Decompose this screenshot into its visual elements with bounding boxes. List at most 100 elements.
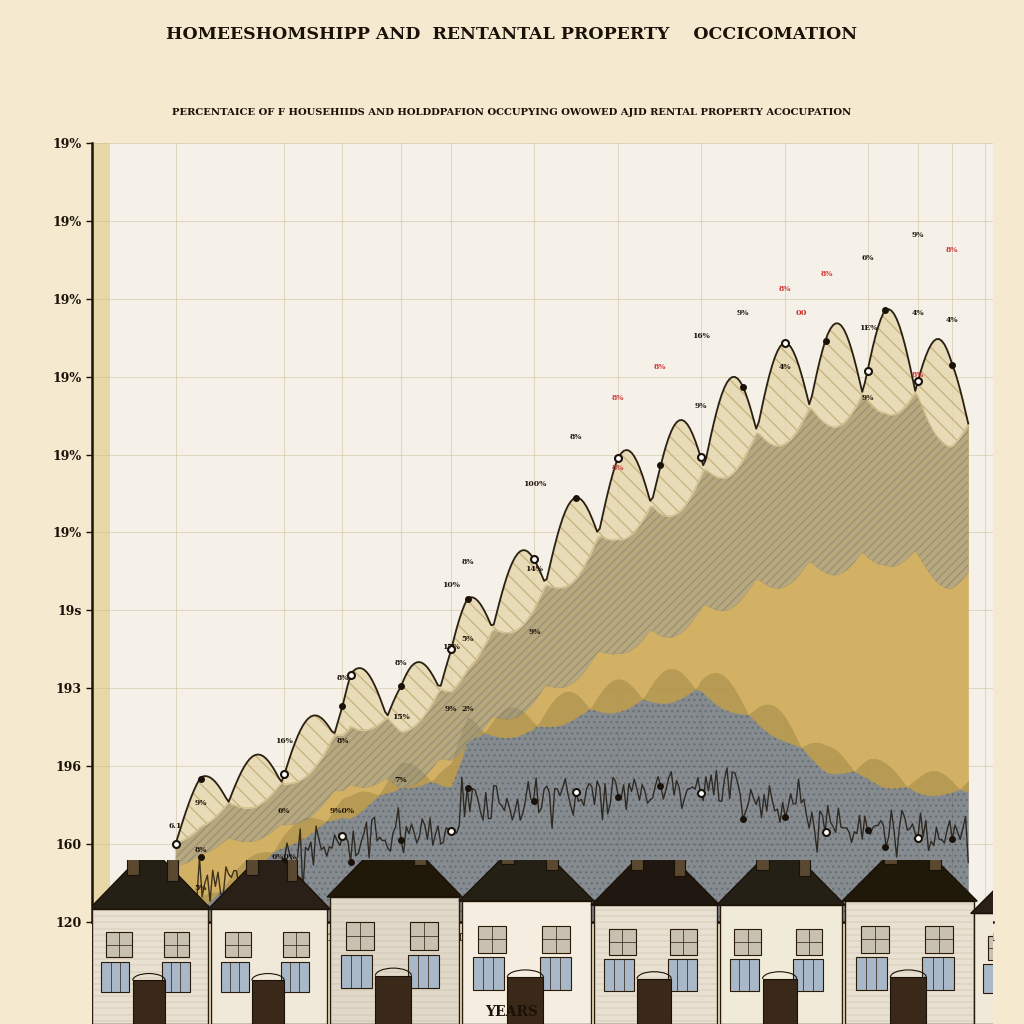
- Text: 8%: 8%: [945, 247, 957, 254]
- Bar: [668, 959, 697, 991]
- Bar: [763, 979, 797, 1024]
- Bar: [414, 827, 426, 865]
- Text: 8%: 8%: [195, 846, 207, 854]
- Polygon shape: [208, 846, 331, 909]
- Bar: [540, 957, 570, 989]
- Text: 15%: 15%: [392, 714, 410, 721]
- Polygon shape: [717, 840, 845, 905]
- Bar: [341, 955, 372, 988]
- Text: 6%0%: 6%0%: [271, 853, 297, 861]
- Text: 4%: 4%: [778, 364, 791, 371]
- Bar: [252, 980, 285, 1024]
- Bar: [1009, 842, 1020, 881]
- Text: 8%: 8%: [394, 658, 408, 667]
- Bar: [346, 923, 374, 950]
- Text: 2%: 2%: [462, 706, 474, 714]
- Text: 9%: 9%: [444, 706, 457, 714]
- Text: 8%: 8%: [611, 394, 624, 402]
- Polygon shape: [971, 853, 1024, 913]
- Bar: [211, 909, 327, 1024]
- Text: 4%: 4%: [945, 316, 957, 325]
- Bar: [281, 962, 309, 992]
- Text: 4%: 4%: [912, 308, 925, 316]
- Bar: [462, 901, 591, 1024]
- Bar: [729, 959, 759, 991]
- Bar: [845, 901, 974, 1024]
- Bar: [369, 814, 382, 859]
- Bar: [670, 929, 697, 955]
- Text: 9%: 9%: [528, 628, 541, 636]
- Text: 9%: 9%: [736, 308, 750, 316]
- Bar: [734, 929, 761, 955]
- Bar: [1015, 982, 1024, 1024]
- Text: 1E%: 1E%: [859, 325, 878, 332]
- Bar: [929, 834, 940, 870]
- Text: YEARS: YEARS: [485, 1005, 539, 1019]
- Text: HOMEESHOMSHIPP AND  RENTANTAL PROPERTY    OCCICOMATION: HOMEESHOMSHIPP AND RENTANTAL PROPERTY OC…: [167, 26, 857, 43]
- Bar: [796, 929, 822, 955]
- Bar: [720, 905, 842, 1024]
- Polygon shape: [89, 846, 211, 909]
- Text: 6%: 6%: [278, 807, 291, 815]
- Bar: [594, 905, 717, 1024]
- Bar: [246, 835, 258, 874]
- Text: 5%: 5%: [462, 636, 474, 643]
- Text: 17%: 17%: [442, 643, 460, 651]
- Text: 10%: 10%: [442, 581, 460, 589]
- Bar: [408, 955, 438, 988]
- Bar: [988, 936, 1014, 959]
- Bar: [331, 897, 459, 1024]
- Bar: [106, 932, 131, 957]
- Bar: [92, 909, 208, 1024]
- Text: 9%: 9%: [195, 799, 207, 807]
- Text: 8%: 8%: [611, 464, 624, 472]
- Text: 100%: 100%: [522, 480, 546, 487]
- Text: 8%: 8%: [336, 675, 349, 682]
- Bar: [376, 976, 412, 1024]
- Text: 9%: 9%: [862, 394, 874, 402]
- Text: 7%: 7%: [394, 775, 408, 783]
- Text: 9%0%: 9%0%: [330, 807, 355, 815]
- Text: 8%: 8%: [336, 736, 349, 744]
- Text: 5%: 5%: [195, 885, 207, 893]
- Text: 16%: 16%: [692, 332, 711, 340]
- Polygon shape: [842, 834, 977, 901]
- Bar: [283, 932, 308, 957]
- Bar: [133, 980, 165, 1024]
- Bar: [974, 913, 1024, 1024]
- Text: 8%: 8%: [820, 269, 833, 278]
- Bar: [631, 828, 643, 869]
- Bar: [507, 977, 544, 1024]
- Bar: [884, 821, 897, 864]
- Text: 6%: 6%: [862, 254, 874, 262]
- Text: 16%: 16%: [275, 736, 293, 744]
- Text: 8%: 8%: [462, 558, 474, 565]
- Bar: [757, 828, 769, 869]
- Bar: [127, 835, 138, 874]
- Polygon shape: [591, 840, 720, 905]
- Bar: [501, 821, 514, 864]
- Bar: [478, 926, 506, 952]
- Bar: [890, 977, 927, 1024]
- Bar: [923, 957, 953, 989]
- Text: 9%: 9%: [912, 230, 925, 239]
- Polygon shape: [459, 834, 594, 901]
- Text: PERCENTAICE OF F HOUSEHIIDS AND HOLDDPAFION OCCUPYING OWOWED AJID RENTAL PROPERT: PERCENTAICE OF F HOUSEHIIDS AND HOLDDPAF…: [172, 108, 852, 117]
- Bar: [604, 959, 634, 991]
- Bar: [225, 932, 251, 957]
- Bar: [411, 923, 438, 950]
- Bar: [472, 957, 504, 989]
- Text: 9%: 9%: [695, 402, 708, 410]
- Text: 6.1: 6.1: [169, 822, 182, 830]
- Polygon shape: [327, 827, 462, 897]
- Bar: [637, 979, 672, 1024]
- Bar: [799, 840, 810, 876]
- Bar: [546, 834, 557, 870]
- Text: 14%: 14%: [525, 565, 544, 573]
- Bar: [168, 846, 178, 881]
- Bar: [101, 962, 129, 992]
- Text: 8%: 8%: [912, 371, 925, 379]
- Bar: [287, 846, 297, 881]
- Bar: [164, 932, 189, 957]
- Bar: [794, 959, 822, 991]
